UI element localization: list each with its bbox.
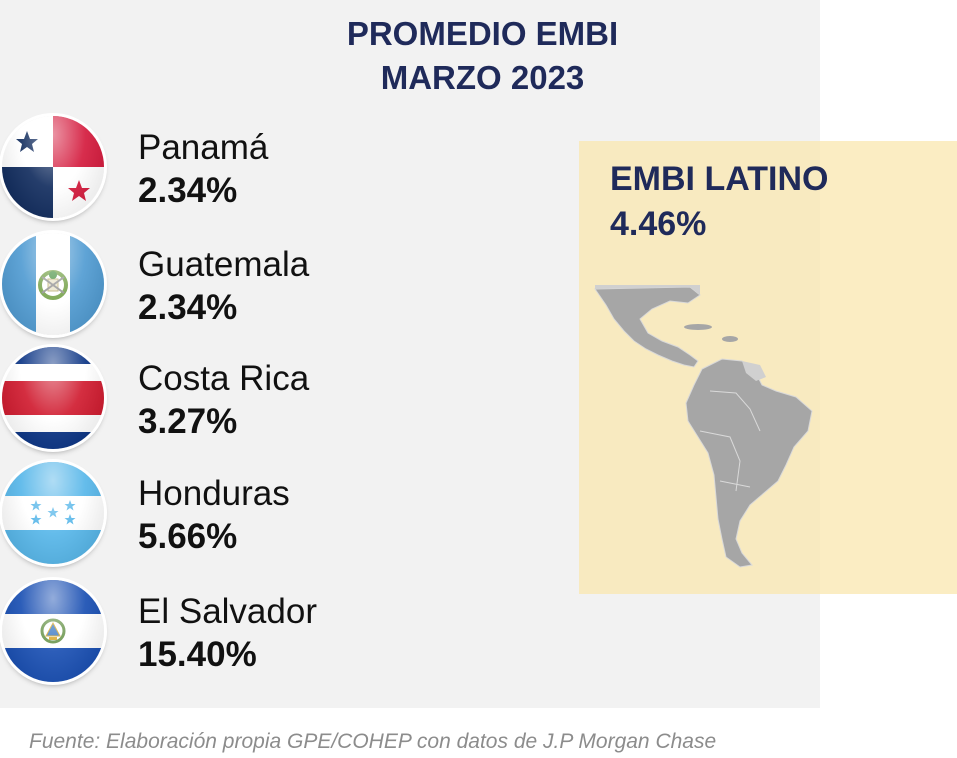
honduras-flag-icon bbox=[2, 462, 104, 564]
source-note: Fuente: Elaboración propia GPE/COHEP con… bbox=[29, 730, 717, 753]
country-value: 2.34% bbox=[138, 288, 238, 327]
country-name: Honduras bbox=[138, 474, 290, 513]
panama-flag-icon bbox=[2, 116, 104, 218]
country-value: 15.40% bbox=[138, 635, 257, 674]
country-row-costa-rica: Costa Rica 3.27% bbox=[0, 347, 420, 457]
chart-title-line2: MARZO 2023 bbox=[380, 59, 585, 96]
latin-america-map-icon bbox=[594, 285, 813, 568]
chart-title-line1: PROMEDIO EMBI bbox=[346, 15, 619, 52]
country-row-honduras: Honduras 5.66% bbox=[0, 462, 420, 572]
country-value: 2.34% bbox=[138, 171, 238, 210]
country-name: Guatemala bbox=[138, 245, 310, 284]
country-value: 5.66% bbox=[138, 517, 238, 556]
country-row-guatemala: Guatemala 2.34% bbox=[0, 233, 420, 343]
embi-latino-value: 4.46% bbox=[610, 205, 707, 243]
country-name: El Salvador bbox=[138, 592, 317, 631]
embi-latino-box: EMBI LATINO 4.46% bbox=[579, 141, 957, 594]
embi-latino-label: EMBI LATINO bbox=[610, 160, 829, 198]
el-salvador-flag-icon bbox=[2, 580, 104, 682]
country-value: 3.27% bbox=[138, 402, 238, 441]
country-row-panama: Panamá 2.34% bbox=[0, 116, 420, 226]
costa-rica-flag-icon bbox=[2, 347, 104, 449]
country-row-el-salvador: El Salvador 15.40% bbox=[0, 580, 420, 690]
country-name: Panamá bbox=[138, 128, 269, 167]
guatemala-flag-icon bbox=[2, 233, 104, 335]
country-name: Costa Rica bbox=[138, 359, 310, 398]
